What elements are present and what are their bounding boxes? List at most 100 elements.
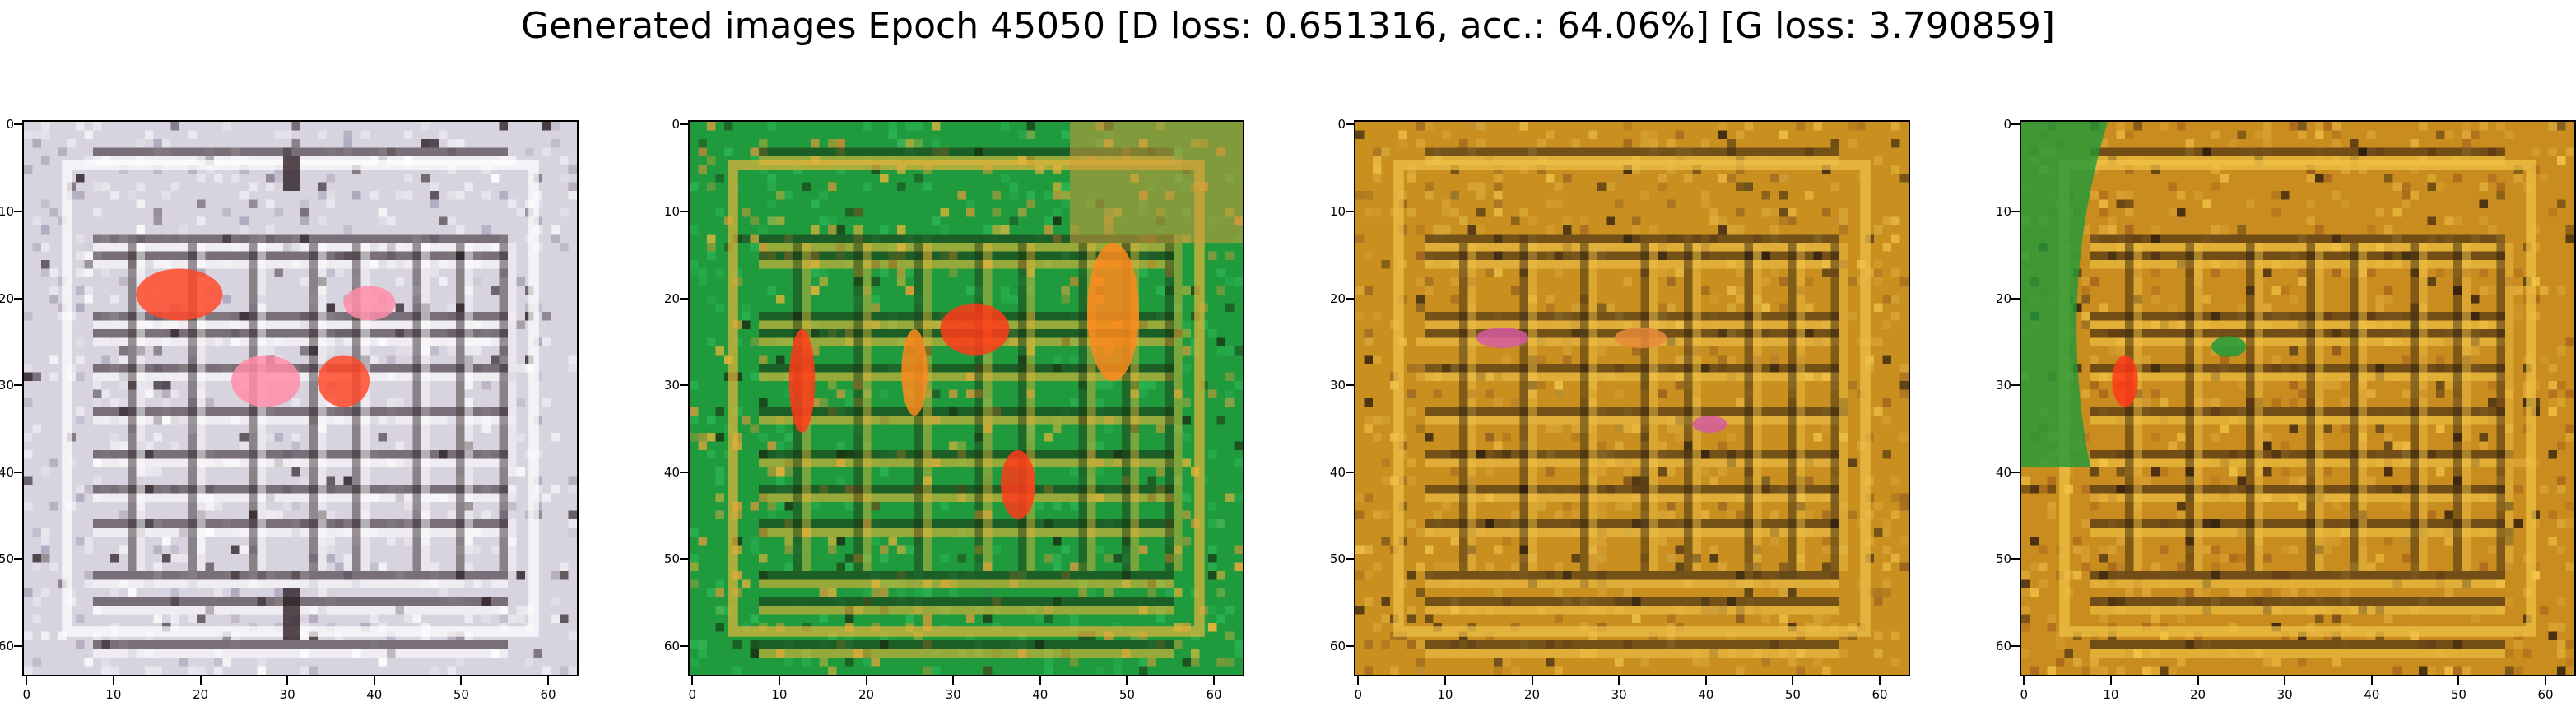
y-tick-label: 60	[1329, 639, 1346, 654]
y-tick-label: 30	[1329, 378, 1346, 393]
x-tick-label: 0	[22, 687, 31, 702]
y-tick-label: 0	[672, 117, 680, 132]
y-tick-label: 60	[663, 639, 680, 654]
x-tick-label: 30	[279, 687, 295, 702]
y-tick-label: 20	[0, 291, 14, 306]
x-tick-label: 10	[1437, 687, 1453, 702]
x-tick	[691, 676, 694, 685]
x-tick-label: 40	[1032, 687, 1049, 702]
y-tick	[1346, 558, 1354, 560]
x-tick-label: 50	[1784, 687, 1801, 702]
y-tick-label: 60	[1995, 639, 2011, 654]
x-tick	[1618, 676, 1620, 685]
x-tick	[1792, 676, 1794, 685]
y-tick	[2011, 297, 2020, 300]
y-tick	[680, 210, 688, 212]
y-tick-label: 20	[1329, 291, 1346, 306]
y-tick	[680, 558, 688, 560]
y-tick	[14, 471, 22, 473]
x-tick-label: 40	[366, 687, 383, 702]
y-tick	[680, 297, 688, 300]
y-tick-label: 50	[0, 551, 14, 567]
y-tick	[1346, 210, 1354, 212]
y-tick	[14, 384, 22, 387]
y-tick	[14, 297, 22, 300]
x-tick	[1039, 676, 1041, 685]
x-tick-label: 40	[2364, 687, 2380, 702]
y-tick	[1346, 645, 1354, 648]
y-tick-label: 40	[0, 464, 14, 480]
y-tick	[2011, 210, 2020, 212]
y-tick-label: 20	[663, 291, 680, 306]
y-tick-label: 30	[1995, 378, 2011, 393]
y-tick-label: 40	[663, 464, 680, 480]
y-tick-label: 50	[663, 551, 680, 567]
x-tick-label: 30	[2276, 687, 2293, 702]
x-tick	[1357, 676, 1360, 685]
x-tick-label: 60	[1206, 687, 1222, 702]
x-tick-label: 60	[540, 687, 556, 702]
x-tick-label: 10	[771, 687, 788, 702]
y-tick	[1346, 471, 1354, 473]
x-tick	[2284, 676, 2286, 685]
y-tick	[2011, 471, 2020, 473]
y-tick	[680, 645, 688, 648]
x-tick	[1879, 676, 1881, 685]
y-tick	[2011, 123, 2020, 126]
y-tick-label: 0	[1337, 117, 1346, 132]
x-tick	[1126, 676, 1128, 685]
y-tick	[14, 123, 22, 126]
y-tick	[2011, 384, 2020, 387]
y-tick	[1346, 123, 1354, 126]
panel-2: 0 10 20 30 40 50 60 0 10 20 30 40 50 60	[664, 117, 1244, 702]
x-tick	[112, 676, 114, 685]
x-tick-label: 30	[1611, 687, 1627, 702]
x-tick-label: 0	[688, 687, 697, 702]
x-tick-label: 20	[1523, 687, 1541, 702]
x-tick-label: 0	[1354, 687, 1363, 702]
x-tick	[26, 676, 28, 685]
y-tick-label: 30	[663, 378, 680, 393]
x-tick	[373, 676, 375, 685]
panel-1: 0 10 20 30 40 50 60 0 10 20 30 40 50 60	[0, 117, 579, 702]
x-tick	[778, 676, 780, 685]
generated-image-3	[1354, 120, 1910, 676]
y-tick-label: 30	[0, 378, 14, 393]
x-tick	[1213, 676, 1216, 685]
y-tick	[680, 471, 688, 473]
x-tick-label: 20	[192, 687, 209, 702]
x-tick	[2370, 676, 2373, 685]
y-tick	[1346, 384, 1354, 387]
y-tick-label: 40	[1995, 464, 2011, 480]
x-tick	[2023, 676, 2025, 685]
x-tick-label: 20	[858, 687, 875, 702]
generated-image-1	[22, 120, 579, 676]
x-tick-label: 50	[1118, 687, 1135, 702]
y-tick-label: 20	[1995, 291, 2011, 306]
y-tick	[680, 384, 688, 387]
x-tick	[286, 676, 289, 685]
x-tick-label: 10	[105, 687, 122, 702]
x-tick-label: 60	[1872, 687, 1888, 702]
x-tick	[199, 676, 202, 685]
x-tick-label: 10	[2103, 687, 2119, 702]
y-tick-label: 10	[663, 203, 680, 219]
x-tick	[865, 676, 867, 685]
y-tick-label: 60	[0, 639, 14, 654]
x-tick	[2457, 676, 2460, 685]
x-tick	[952, 676, 955, 685]
y-tick-label: 10	[0, 203, 14, 219]
x-tick	[2545, 676, 2547, 685]
y-tick-label: 40	[1329, 464, 1346, 480]
x-tick	[1531, 676, 1533, 685]
x-tick-label: 60	[2537, 687, 2554, 702]
y-tick	[14, 558, 22, 560]
y-tick	[14, 645, 22, 648]
x-tick-label: 20	[2189, 687, 2206, 702]
figure-title: Generated images Epoch 45050 [D loss: 0.…	[520, 5, 2056, 47]
y-tick-label: 50	[1995, 551, 2011, 567]
y-tick	[2011, 558, 2020, 560]
x-tick	[2109, 676, 2112, 685]
x-tick-label: 40	[1698, 687, 1714, 702]
y-tick-label: 10	[1329, 203, 1346, 219]
